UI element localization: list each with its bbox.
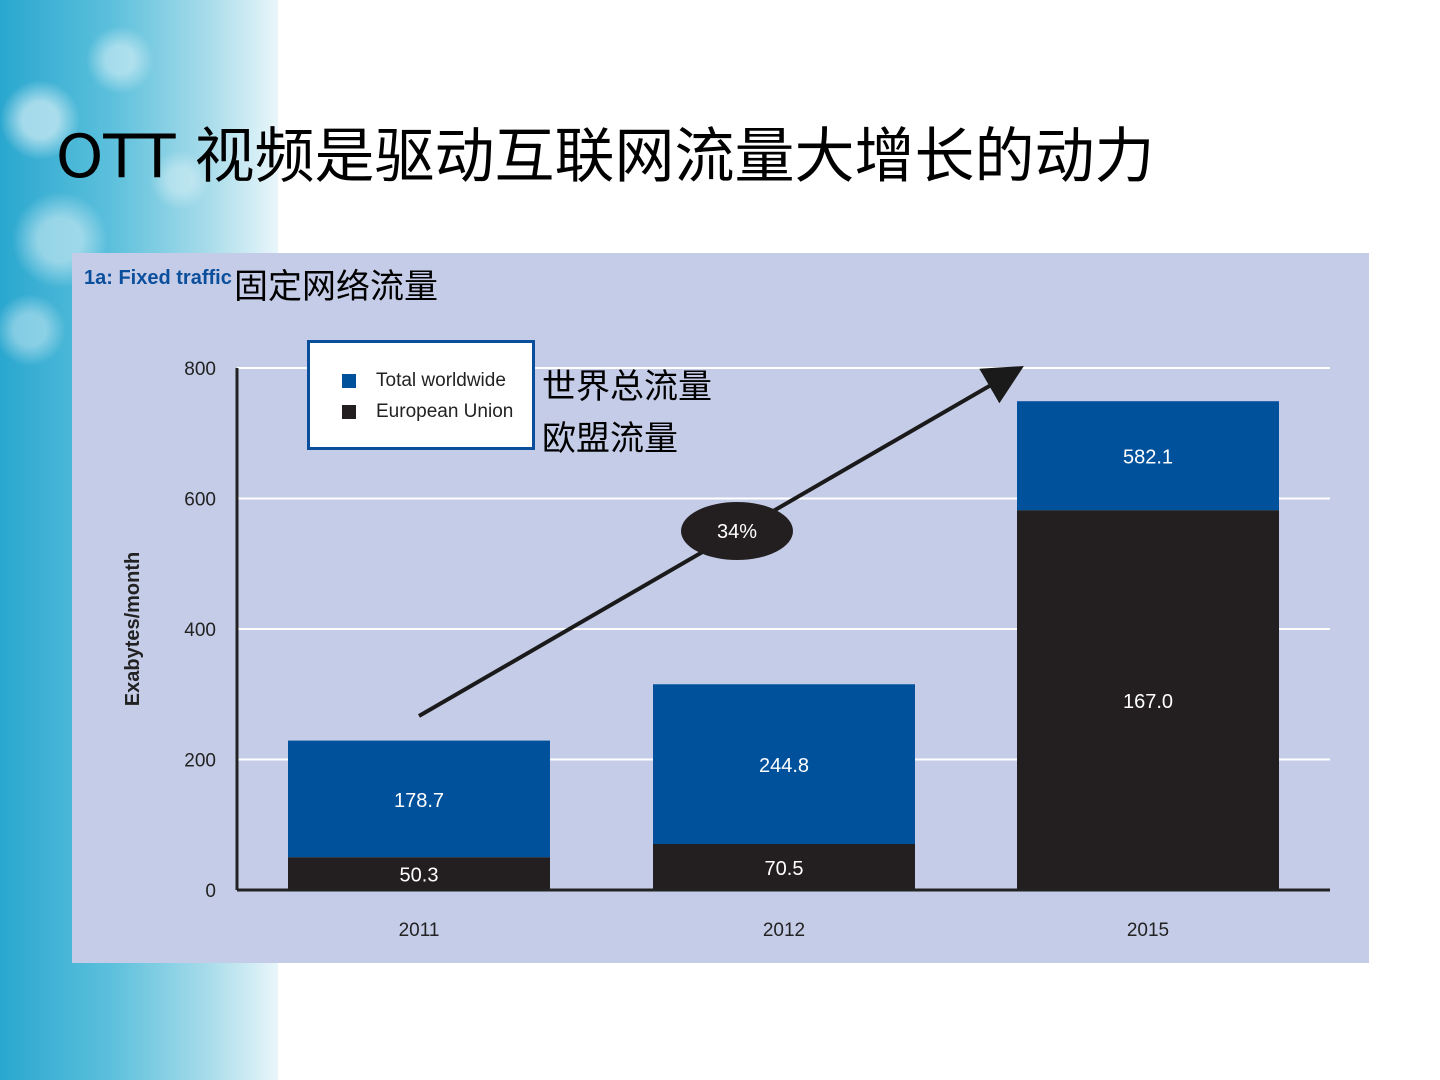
growth-rate-label: 34% [717, 521, 757, 543]
data-label-2012-european-union: 70.5 [765, 858, 804, 880]
chart-legend: Total worldwide European Union [307, 340, 535, 450]
data-label-2012-total-worldwide: 244.8 [759, 755, 809, 777]
legend-annotation-cn-total: 世界总流量 [542, 367, 712, 407]
y-tick-label-600: 600 [184, 490, 216, 511]
data-label-2015-european-union: 167.0 [1123, 691, 1173, 713]
legend-label-european-union: European Union [376, 401, 514, 422]
bar-2012-total-worldwide [653, 684, 915, 844]
bar-2015-total-worldwide [1017, 401, 1279, 511]
y-axis-title: Exabytes/month [122, 552, 144, 706]
y-tick-label-400: 400 [184, 620, 216, 641]
y-tick-label-0: 0 [205, 881, 216, 902]
legend-item-total-worldwide: Total worldwide [342, 370, 506, 392]
stacked-bar-chart: 0 200 400 600 800 Exabytes/month 50.3 178.7 2011… [122, 359, 1330, 941]
y-tick-label-800: 800 [184, 359, 216, 380]
x-tick-label-2015: 2015 [1127, 920, 1169, 941]
data-label-2011-european-union: 50.3 [400, 865, 439, 887]
legend-swatch-european-union [342, 405, 356, 419]
legend-annotation-cn-eu: 欧盟流量 [542, 419, 678, 459]
data-label-2011-total-worldwide: 178.7 [394, 790, 444, 812]
slide-title: OTT 视频是驱动互联网流量大增长的动力 [56, 122, 1155, 192]
chart-panel: 0 200 400 600 800 Exabytes/month 50.3 178.7 2011… [72, 253, 1369, 963]
bar-2011-total-worldwide [288, 740, 550, 858]
legend-swatch-total-worldwide [342, 374, 356, 388]
bar-2012-european-union [653, 843, 915, 890]
x-tick-label-2011: 2011 [399, 920, 440, 941]
bar-2011-european-union [288, 857, 550, 890]
chart-panel-label: 1a: Fixed traffic [84, 267, 232, 289]
bar-2015-european-union [1017, 510, 1279, 890]
growth-badge [681, 502, 793, 560]
legend-label-total-worldwide: Total worldwide [376, 370, 506, 391]
x-tick-label-2012: 2012 [763, 920, 805, 941]
y-tick-label-200: 200 [184, 751, 216, 772]
chart-panel-label-cn: 固定网络流量 [234, 267, 438, 307]
data-label-2015-total-worldwide: 582.1 [1123, 447, 1173, 469]
legend-item-european-union: European Union [342, 401, 513, 423]
